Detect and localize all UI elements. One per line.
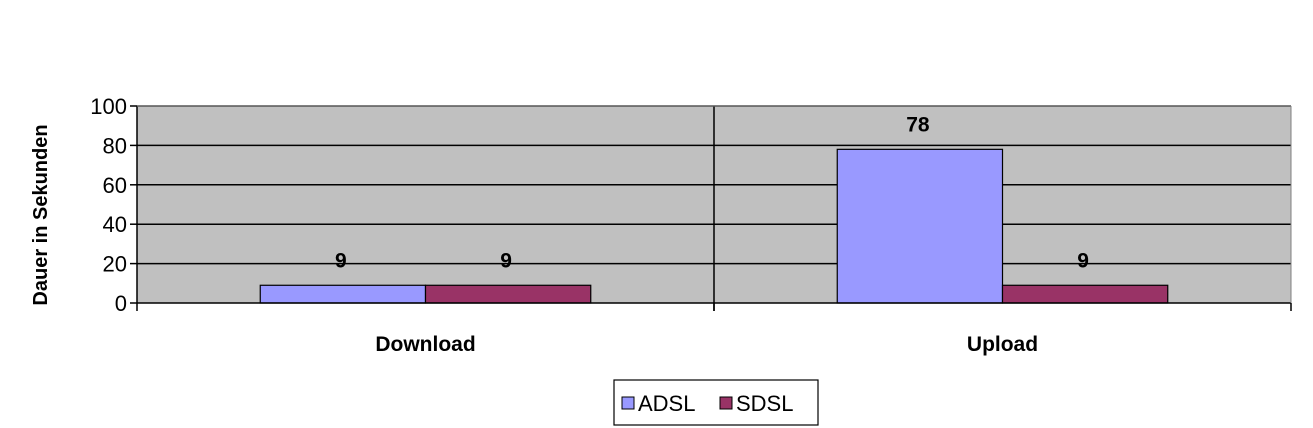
bar-adsl-download [259, 284, 427, 304]
category-labels: Download Upload [375, 333, 1038, 356]
legend-box [613, 379, 819, 426]
category-label: Download [375, 333, 475, 356]
legend-label-sdsl: SDSL [736, 391, 793, 416]
bar-adsl-upload [836, 148, 1004, 304]
legend-label-adsl: ADSL [638, 391, 695, 416]
bars [259, 148, 1169, 304]
y-tick-labels: 0 20 40 60 80 100 [90, 94, 127, 316]
bar-sdsl-download [424, 284, 592, 304]
legend: ADSL SDSL [613, 379, 819, 426]
y-tick-label: 80 [103, 133, 127, 158]
y-tick-label: 40 [103, 212, 127, 237]
y-tick-label: 20 [103, 252, 127, 277]
data-label: 9 [1077, 249, 1089, 272]
y-tick-label: 60 [103, 173, 127, 198]
y-tick-label: 100 [90, 94, 127, 119]
legend-swatch-sdsl [719, 396, 733, 410]
data-label: 9 [500, 249, 512, 272]
axes [130, 105, 1292, 311]
y-axis-label: Dauer in Sekunden [30, 124, 52, 305]
data-labels: 9 9 78 9 [335, 113, 1089, 272]
y-tick-label: 0 [115, 291, 127, 316]
legend-swatch-adsl [621, 396, 635, 410]
bar-sdsl-upload [1001, 284, 1169, 304]
category-label: Upload [967, 333, 1038, 356]
data-label: 78 [906, 113, 930, 136]
data-label: 9 [335, 249, 347, 272]
